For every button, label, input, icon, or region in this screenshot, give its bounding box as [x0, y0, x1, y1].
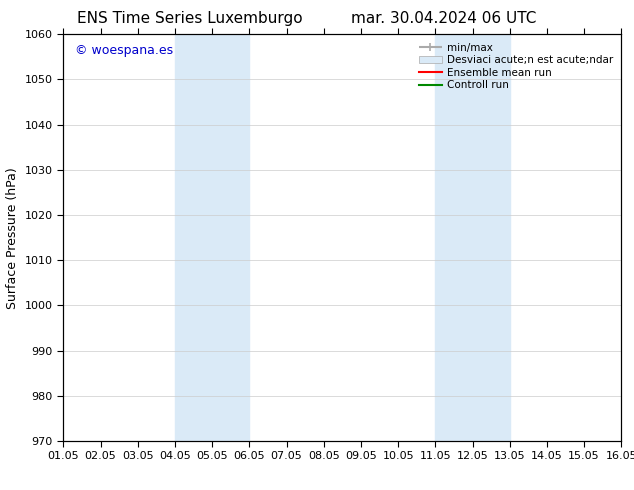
Bar	[175, 34, 249, 441]
Text: ENS Time Series Luxemburgo: ENS Time Series Luxemburgo	[77, 11, 303, 26]
Legend: min/max, Desviaci acute;n est acute;ndar, Ensemble mean run, Controll run: min/max, Desviaci acute;n est acute;ndar…	[415, 40, 616, 94]
Y-axis label: Surface Pressure (hPa): Surface Pressure (hPa)	[6, 167, 19, 309]
Bar	[436, 34, 510, 441]
Text: © woespana.es: © woespana.es	[75, 45, 172, 57]
Text: mar. 30.04.2024 06 UTC: mar. 30.04.2024 06 UTC	[351, 11, 536, 26]
